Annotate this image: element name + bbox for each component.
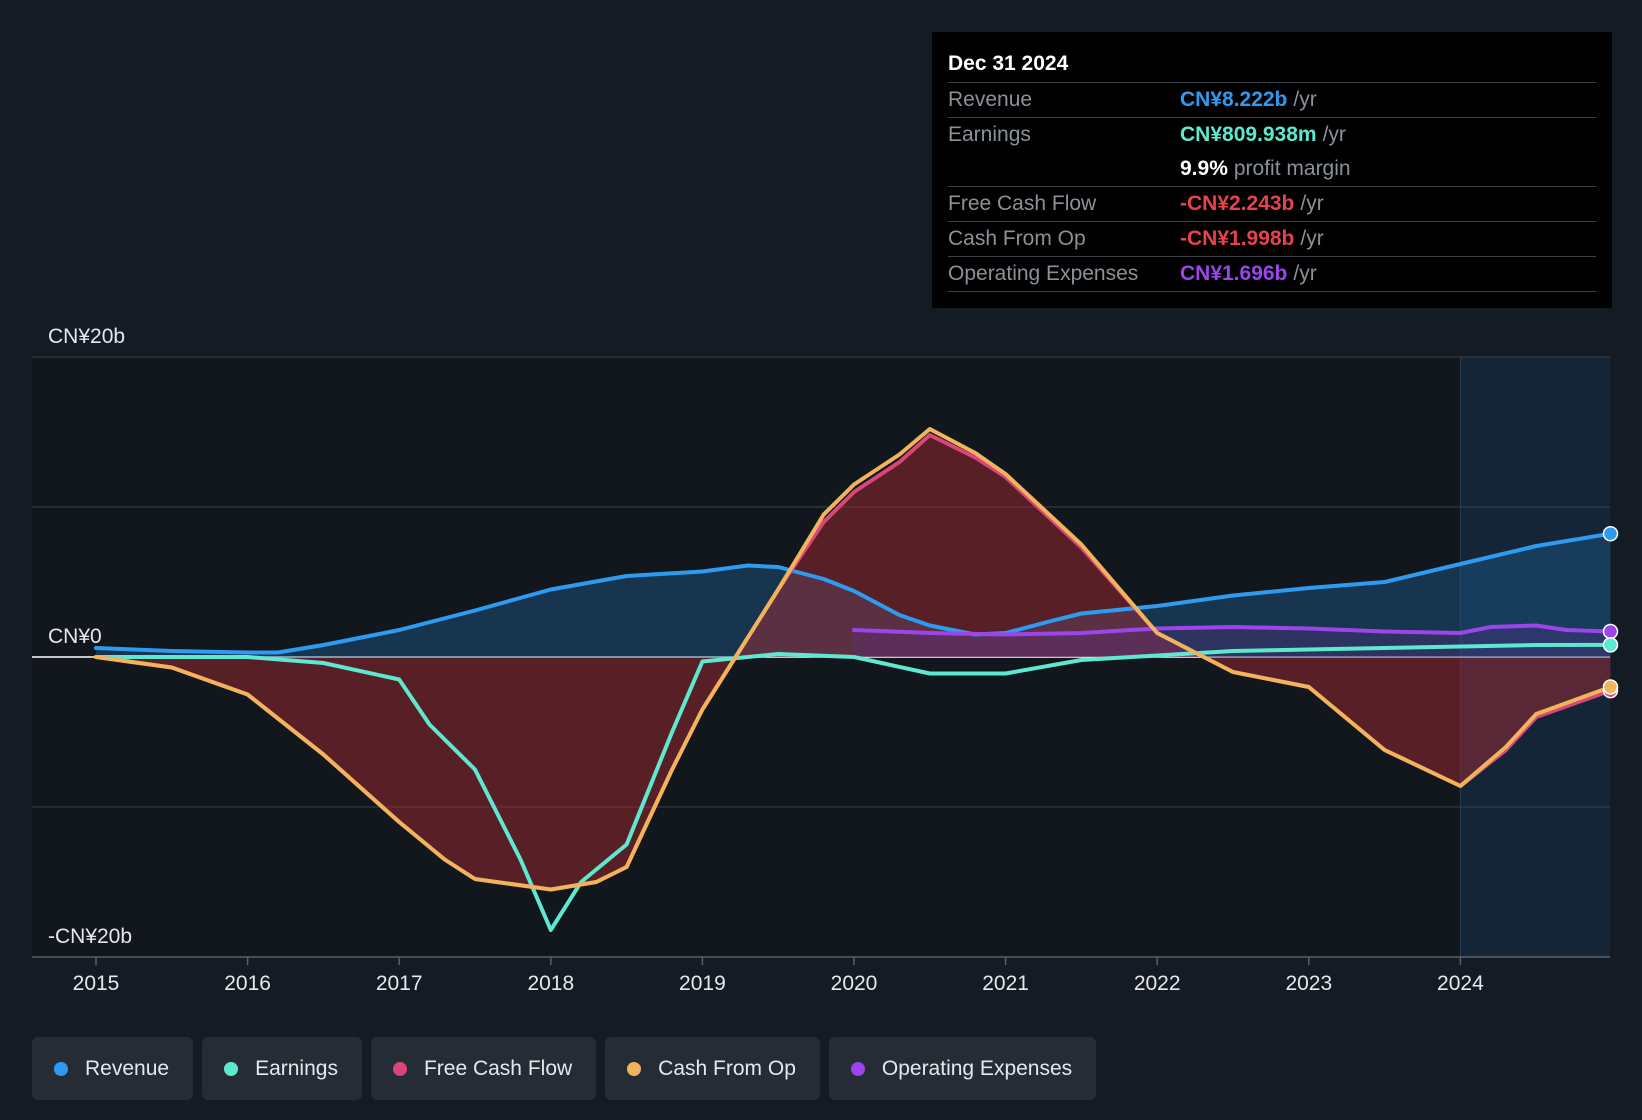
tooltip-unit: /yr [1300, 192, 1324, 215]
legend-label: Cash From Op [658, 1056, 796, 1080]
end-markers [1602, 525, 1619, 699]
legend-label: Revenue [85, 1056, 170, 1080]
legend-item-operating-expenses[interactable]: Operating Expenses [828, 1037, 1097, 1100]
tooltip-row-cash-from-op: Cash From Op -CN¥1.998b /yr [948, 222, 1596, 257]
legend: Revenue Earnings Free Cash Flow Cash Fro… [32, 1037, 1097, 1100]
x-tick-label: 2023 [1285, 972, 1332, 995]
tooltip-unit: /yr [1300, 227, 1324, 250]
x-tick-label: 2022 [1134, 972, 1181, 995]
legend-label: Free Cash Flow [423, 1056, 573, 1080]
tooltip-value: CN¥8.222b [1180, 88, 1288, 111]
tooltip-row-free-cash-flow: Free Cash Flow -CN¥2.243b /yr [948, 187, 1596, 222]
legend-dot-icon [392, 1061, 407, 1076]
x-tick-label: 2018 [527, 972, 574, 995]
y-axis-label: CN¥0 [48, 625, 102, 648]
tooltip-label: Earnings [948, 123, 1031, 146]
tooltip-row-revenue: Revenue CN¥8.222b /yr [948, 83, 1596, 118]
tooltip-label [948, 152, 1180, 186]
tooltip-value: -CN¥1.998b [1180, 227, 1295, 250]
legend-dot-icon [54, 1061, 68, 1076]
tooltip-row-earnings: Earnings CN¥809.938m /yr [948, 118, 1596, 152]
tooltip-unit: /yr [1293, 262, 1317, 285]
axis-labels: CN¥20b CN¥0 -CN¥20b 2015 2016 2017 2018 2019 202… [48, 325, 1484, 995]
tooltip-label: Cash From Op [948, 227, 1086, 250]
grid-layer [32, 356, 1610, 958]
legend-dot-icon [224, 1061, 239, 1076]
legend-dot-icon [627, 1061, 642, 1076]
tooltip-label: Free Cash Flow [948, 192, 1097, 215]
end-marker-cash-from-op [1602, 679, 1619, 695]
series-line-revenue [94, 531, 1613, 655]
tooltip-unit: /yr [1293, 88, 1317, 111]
y-axis-label: CN¥20b [48, 325, 125, 348]
legend-item-revenue[interactable]: Revenue [32, 1037, 194, 1100]
x-tick-label: 2016 [224, 972, 271, 995]
tooltip-unit: profit margin [1233, 157, 1351, 180]
x-tick-label: 2017 [376, 972, 423, 995]
tooltip-date: Dec 31 2024 [948, 46, 1596, 83]
x-tick-label: 2024 [1437, 972, 1484, 995]
tooltip-row-profit-margin: 9.9% profit margin [948, 152, 1596, 187]
x-tick-label: 2019 [679, 972, 726, 995]
legend-item-cash-from-op[interactable]: Cash From Op [605, 1037, 820, 1100]
end-marker-revenue [1602, 525, 1619, 542]
tooltip-panel: Dec 31 2024 Revenue CN¥8.222b /yr Earnin… [932, 32, 1612, 308]
legend-label: Operating Expenses [881, 1056, 1073, 1080]
tooltip-unit: /yr [1322, 123, 1346, 146]
series-line-operating-expenses [852, 623, 1613, 637]
series-line-earnings [94, 642, 1613, 932]
x-tick-label: 2020 [831, 972, 878, 995]
tooltip-value: -CN¥2.243b [1180, 192, 1295, 215]
area-free-cash-flow [96, 435, 1611, 890]
series-line-cash-from-op [94, 427, 1613, 892]
x-tick-label: 2021 [982, 972, 1029, 995]
series-lines [94, 427, 1613, 932]
tooltip-row-operating-expenses: Operating Expenses CN¥1.696b /yr [948, 257, 1596, 292]
legend-dot-icon [850, 1061, 865, 1076]
tooltip-label: Revenue [948, 88, 1033, 111]
tooltip-value: 9.9% [1180, 157, 1228, 180]
x-tick-label: 2015 [73, 972, 120, 995]
y-axis-label: -CN¥20b [48, 925, 132, 948]
legend-item-earnings[interactable]: Earnings [202, 1037, 362, 1100]
end-marker-operating-expenses [1602, 623, 1619, 640]
end-marker-earnings [1602, 637, 1619, 653]
legend-item-free-cash-flow[interactable]: Free Cash Flow [370, 1037, 597, 1100]
tooltip-value: CN¥1.696b [1180, 262, 1288, 285]
legend-label: Earnings [255, 1056, 338, 1080]
tooltip-label: Operating Expenses [948, 262, 1139, 285]
tooltip-value: CN¥809.938m [1180, 123, 1317, 146]
